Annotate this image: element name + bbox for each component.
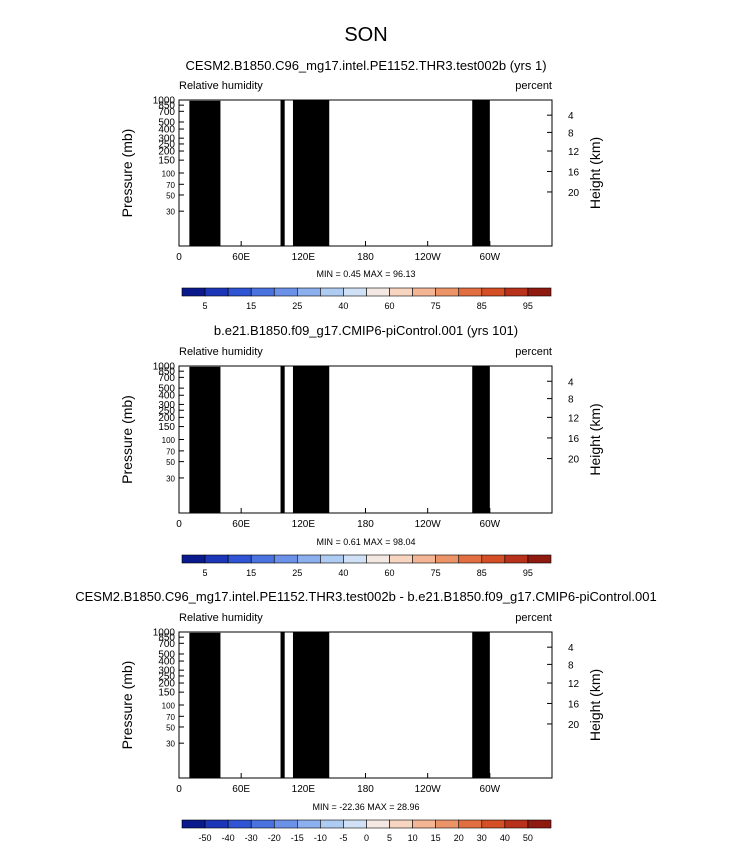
colorbar-swatch <box>227 287 252 297</box>
x-tick-label: 60E <box>232 252 250 263</box>
colorbar-label: 5 <box>203 301 208 311</box>
panel-title: CESM2.B1850.C96_mg17.intel.PE1152.THR3.t… <box>185 58 546 73</box>
y-tick-label: 100 <box>162 170 176 179</box>
colorbar-swatch <box>527 287 552 297</box>
colorbar-swatch <box>297 287 321 297</box>
colorbar-swatch <box>481 287 506 297</box>
colorbar-swatch <box>504 287 529 297</box>
height-tick-label: 16 <box>568 167 580 178</box>
variable-label: Relative humidity <box>179 346 263 358</box>
colorbar-swatch <box>343 287 367 297</box>
units-label: percent <box>515 346 552 358</box>
y-tick-label: 150 <box>158 156 175 167</box>
y-tick-label: 200 <box>158 147 175 158</box>
chart-panel-1: CESM2.B1850.C96_mg17.intel.PE1152.THR3.t… <box>119 58 603 311</box>
topography <box>472 100 490 246</box>
x-tick-label: 60W <box>480 252 501 263</box>
colorbar-swatch <box>204 287 229 297</box>
y-tick-label: 500 <box>158 117 175 128</box>
x-tick-label: 180 <box>357 252 374 263</box>
y-tick-label: 250 <box>158 139 175 150</box>
y-axis-title-right: Height (km) <box>587 137 603 209</box>
x-tick-label: 0 <box>176 252 182 263</box>
y-tick-label: 850 <box>158 101 175 112</box>
colorbar-label: 95 <box>523 301 533 311</box>
y-tick-label: 50 <box>166 191 175 200</box>
height-tick-label: 12 <box>568 147 580 158</box>
y-tick-label: 400 <box>158 125 175 136</box>
plot-frame <box>178 99 553 247</box>
y-tick-label: 1000 <box>153 96 176 107</box>
topography <box>292 100 330 246</box>
colorbar-swatch <box>435 287 460 297</box>
colorbar-swatch <box>412 287 436 297</box>
height-tick-label: 8 <box>568 128 574 139</box>
page-title: SON <box>344 24 387 46</box>
x-tick-label: 120E <box>292 252 316 263</box>
chart-panel-2: b.e21.B1850.f09_g17.CMIP6-piControl.001 … <box>119 323 603 578</box>
variable-label: Relative humidity <box>179 80 263 92</box>
y-tick-label: 70 <box>166 181 175 190</box>
colorbar-swatch <box>273 287 298 297</box>
colorbar-label: 85 <box>477 301 487 311</box>
y-axis-title: Pressure (mb) <box>119 129 135 218</box>
topography <box>280 100 285 246</box>
panel-title: b.e21.B1850.f09_g17.CMIP6-piControl.001 … <box>214 323 518 338</box>
x-tick-label: 120W <box>415 252 442 263</box>
colorbar-label: 15 <box>246 301 256 311</box>
colorbar-label: 25 <box>292 301 302 311</box>
y-tick-label: 30 <box>166 208 175 217</box>
colorbar-swatch <box>458 287 483 297</box>
y-tick-label: 300 <box>158 134 175 145</box>
y-tick-label: 700 <box>158 107 175 118</box>
colorbar-label: 40 <box>338 301 348 311</box>
colorbar-swatch <box>366 287 390 297</box>
colorbar-label: 60 <box>385 301 395 311</box>
height-tick-label: 20 <box>568 188 580 199</box>
colorbar-swatch <box>250 287 275 297</box>
colorbar-swatch <box>181 287 206 297</box>
units-label: percent <box>515 80 552 92</box>
topography <box>204 101 216 247</box>
colorbar-label: 75 <box>431 301 441 311</box>
height-tick-label: 4 <box>568 111 574 122</box>
colorbar-swatch <box>389 287 413 297</box>
min-max-stats: MIN = 0.45 MAX = 96.13 <box>316 269 415 279</box>
colorbar-swatch <box>320 287 344 297</box>
